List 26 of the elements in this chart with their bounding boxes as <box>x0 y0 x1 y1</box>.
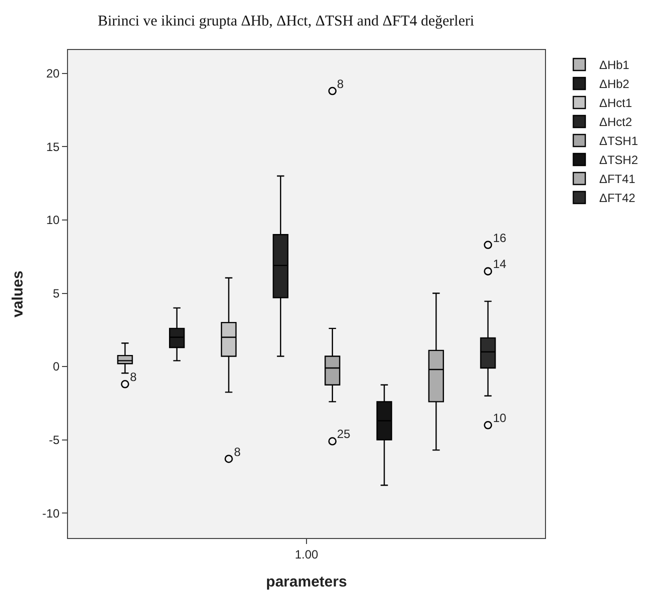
y-tick-label: 0 <box>52 360 60 374</box>
legend-label: ΔHb1 <box>599 58 630 72</box>
y-tick-label: -5 <box>48 433 60 448</box>
y-tick-label: 10 <box>46 213 60 228</box>
annotation: 16 <box>493 231 507 245</box>
annotation: 8 <box>337 77 344 91</box>
legend-label: ΔTSH2 <box>599 153 638 168</box>
legend-label: ΔFT41 <box>599 172 636 186</box>
y-tick-label: 5 <box>52 286 60 300</box>
annotation: 10 <box>493 411 507 425</box>
annotation: 25 <box>337 427 351 441</box>
legend-label: ΔHct2 <box>599 115 632 130</box>
chart-title: Birinci ve ikinci grupta ΔHb, ΔHct, ΔTSH and ΔFT4 değerleri <box>98 13 474 30</box>
y-tick-label: 20 <box>46 66 60 81</box>
annotation: 14 <box>493 257 507 271</box>
annotation: 8 <box>130 370 137 384</box>
legend-label: ΔFT42 <box>599 191 636 206</box>
legend-label: ΔHct1 <box>599 96 632 110</box>
x-tick-label: 1.00 <box>294 547 318 562</box>
legend-label: ΔTSH1 <box>599 134 638 148</box>
y-axis-title: values <box>10 270 27 318</box>
y-tick-label: 15 <box>46 140 60 154</box>
legend-label: ΔHb2 <box>599 77 630 92</box>
y-tick-label: -10 <box>42 506 60 520</box>
x-axis-title: parameters <box>266 573 347 590</box>
annotation: 8 <box>234 445 241 459</box>
